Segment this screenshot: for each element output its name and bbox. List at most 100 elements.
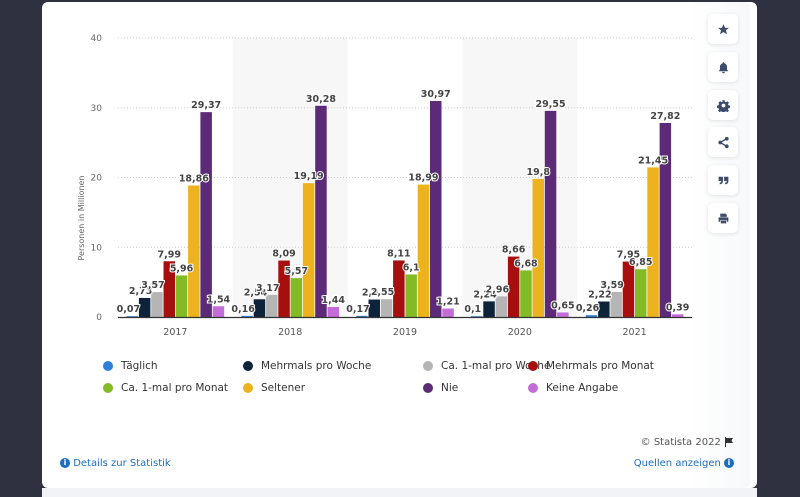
bar-mehrmals-pro-woche-2017[interactable] (138, 297, 151, 317)
legend-item[interactable]: Nie (423, 382, 458, 394)
data-label: 29,55 (536, 99, 566, 110)
bar-nie-2021[interactable] (659, 122, 672, 317)
bar-mehrmals-pro-woche-2020[interactable] (483, 301, 495, 317)
print-button[interactable] (708, 203, 738, 233)
copyright-notice: © Statista 2022 (641, 437, 734, 448)
data-label: 18,99 (408, 173, 438, 184)
bar-mehrmals-pro-woche-2019[interactable] (368, 299, 381, 317)
bar-mehrmals-pro-woche-2021[interactable] (598, 301, 610, 317)
data-label: 30,28 (306, 94, 336, 105)
data-label: 0,16 (231, 304, 255, 315)
sources-link[interactable]: Quellen anzeigen (633, 458, 721, 469)
legend-item[interactable]: Seltener (243, 382, 305, 394)
bar-t-glich-2017[interactable] (126, 316, 139, 317)
flag-icon[interactable] (724, 437, 734, 447)
data-label: 30,97 (421, 89, 451, 100)
bar-seltener-2019[interactable] (417, 184, 430, 317)
bar-ca-1-mal-pro-monat-2017[interactable] (175, 275, 188, 317)
bar-mehrmals-pro-monat-2017[interactable] (163, 261, 176, 317)
bar-ca-1-mal-pro-woche-2019[interactable] (380, 299, 393, 317)
bar-ca-1-mal-pro-monat-2020[interactable] (520, 270, 532, 317)
favorite-button[interactable] (708, 14, 738, 44)
bar-seltener-2021[interactable] (647, 167, 659, 317)
data-label: 2,96 (486, 284, 510, 295)
sources-link-wrap[interactable]: Quellen anzeigen i (634, 458, 734, 469)
bar-keine-angabe-2017[interactable] (212, 306, 225, 317)
x-tick-label: 2020 (508, 327, 532, 338)
star-icon (717, 23, 729, 34)
legend-label: Seltener (261, 382, 306, 394)
data-label: 0,07 (117, 304, 140, 315)
bar-t-glich-2018[interactable] (241, 315, 253, 317)
bar-ca-1-mal-pro-woche-2021[interactable] (610, 291, 622, 317)
card-bottom-strip (42, 488, 757, 497)
y-tick-label: 20 (91, 174, 103, 184)
legend-item[interactable]: Ca. 1-mal pro Monat (103, 382, 228, 394)
bar-keine-angabe-2021[interactable] (671, 314, 684, 317)
bar-mehrmals-pro-monat-2019[interactable] (393, 260, 405, 317)
bar-seltener-2020[interactable] (532, 178, 545, 317)
bar-keine-angabe-2019[interactable] (442, 308, 454, 317)
quote-icon (718, 176, 728, 184)
data-label: 27,82 (650, 111, 680, 122)
data-label: 8,66 (502, 245, 526, 256)
y-axis-label: Personen in Millionen (77, 175, 86, 260)
legend-item[interactable]: Täglich (103, 360, 158, 372)
legend-label: Täglich (121, 360, 158, 372)
bar-mehrmals-pro-monat-2018[interactable] (278, 260, 290, 317)
details-link[interactable]: Details zur Statistik (73, 458, 171, 469)
data-label: 0,65 (551, 300, 574, 311)
action-sidebar (690, 2, 750, 488)
bar-ca-1-mal-pro-woche-2018[interactable] (266, 294, 278, 317)
bar-ca-1-mal-pro-monat-2018[interactable] (290, 278, 303, 317)
bar-nie-2018[interactable] (315, 105, 327, 317)
data-label: 21,45 (638, 155, 668, 166)
bar-nie-2020[interactable] (544, 110, 557, 317)
data-label: 1,21 (436, 297, 459, 308)
data-label: 2,54 (244, 287, 268, 298)
legend-marker-icon (103, 383, 113, 393)
data-label: 7,95 (617, 250, 640, 261)
bar-keine-angabe-2018[interactable] (327, 306, 340, 317)
legend-item[interactable]: Ca. 1-mal pro Woche (423, 360, 550, 372)
bar-t-glich-2021[interactable] (585, 315, 598, 317)
bar-nie-2019[interactable] (430, 100, 442, 317)
legend-marker-icon (528, 383, 538, 393)
legend-marker-icon (528, 361, 538, 371)
data-label: 1,44 (322, 295, 346, 306)
data-label: 0,26 (576, 303, 600, 314)
bar-mehrmals-pro-monat-2021[interactable] (622, 261, 635, 317)
data-label: 18,86 (179, 173, 209, 184)
data-label: 6,85 (629, 257, 652, 268)
bar-ca-1-mal-pro-woche-2017[interactable] (151, 292, 163, 317)
data-label: 3,57 (141, 280, 164, 291)
data-label: 8,11 (387, 248, 410, 259)
bar-seltener-2018[interactable] (302, 183, 315, 317)
settings-button[interactable] (708, 90, 738, 120)
bar-seltener-2017[interactable] (188, 185, 200, 317)
legend-item[interactable]: Mehrmals pro Woche (243, 360, 371, 372)
bar-t-glich-2020[interactable] (471, 316, 483, 317)
bar-ca-1-mal-pro-monat-2019[interactable] (405, 274, 417, 317)
cite-button[interactable] (708, 165, 738, 195)
bar-t-glich-2019[interactable] (356, 315, 368, 317)
data-label: 5,57 (285, 266, 308, 277)
details-link-wrap[interactable]: i Details zur Statistik (60, 458, 171, 469)
bar-mehrmals-pro-monat-2020[interactable] (507, 256, 520, 317)
notification-button[interactable] (708, 52, 738, 82)
legend-item[interactable]: Keine Angabe (528, 382, 618, 394)
legend-marker-icon (423, 383, 433, 393)
bar-ca-1-mal-pro-monat-2021[interactable] (635, 269, 647, 317)
legend-item[interactable]: Mehrmals pro Monat (528, 360, 654, 372)
gear-icon (716, 99, 730, 112)
bar-ca-1-mal-pro-woche-2020[interactable] (495, 296, 508, 317)
legend-marker-icon (243, 361, 253, 371)
bar-keine-angabe-2020[interactable] (557, 312, 569, 317)
y-tick-label: 0 (96, 313, 102, 323)
data-label: 3,59 (600, 280, 623, 291)
bell-icon (718, 61, 728, 73)
share-button[interactable] (708, 127, 738, 157)
bar-mehrmals-pro-woche-2018[interactable] (253, 299, 266, 317)
y-tick-label: 30 (91, 104, 103, 114)
bar-nie-2017[interactable] (200, 112, 212, 317)
